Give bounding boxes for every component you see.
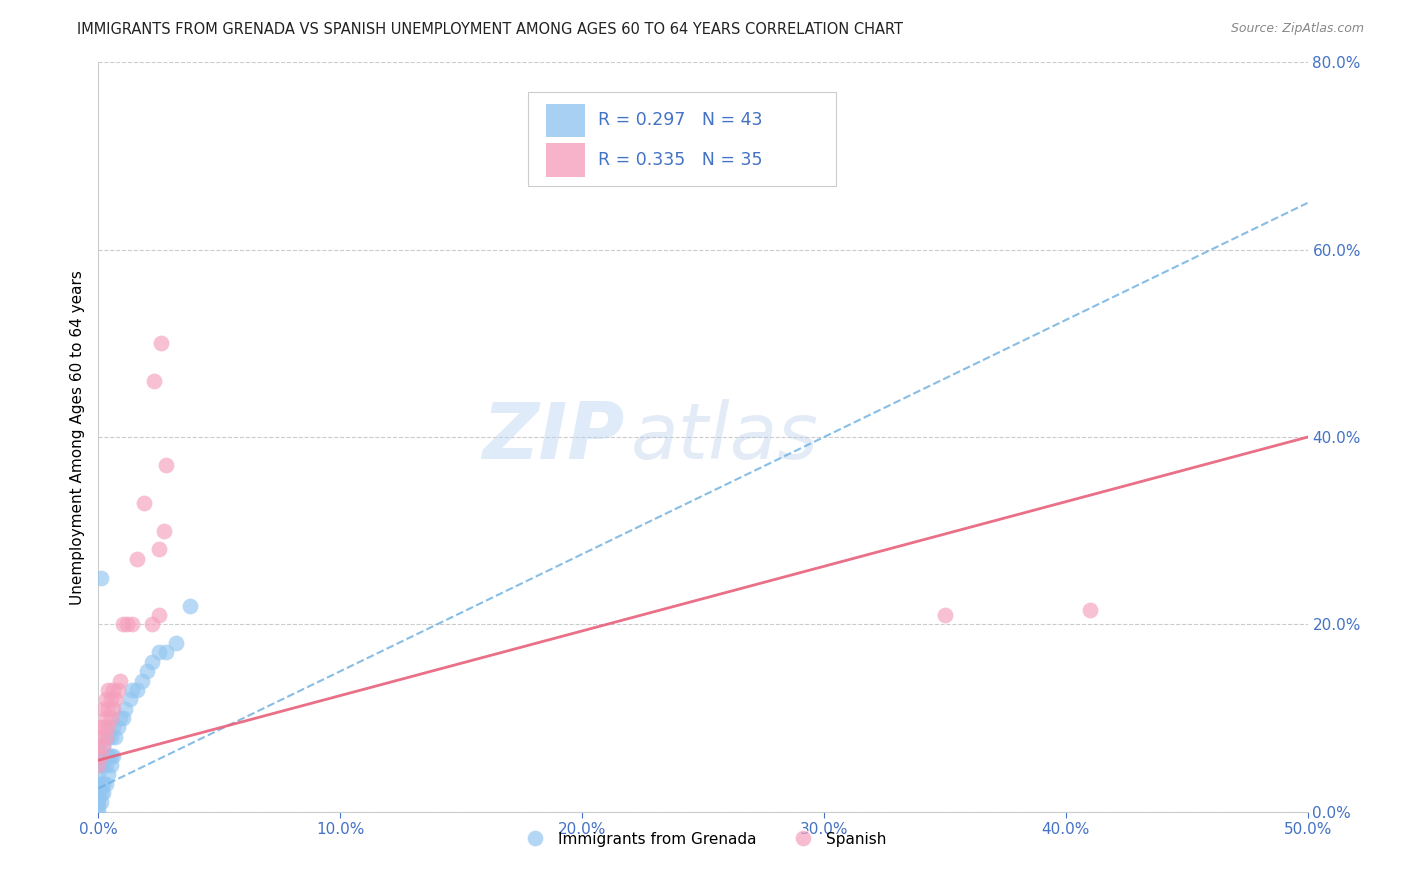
- Point: [94, 711, 117, 725]
- Point: [94, 776, 117, 791]
- Point: [91, 776, 114, 791]
- Point: [100, 748, 122, 763]
- Point: [1078, 603, 1101, 617]
- Text: R = 0.297   N = 43: R = 0.297 N = 43: [598, 112, 762, 129]
- Point: [100, 758, 122, 772]
- Point: [90, 730, 112, 744]
- Legend: Immigrants from Grenada, Spanish: Immigrants from Grenada, Spanish: [515, 826, 891, 853]
- Point: [155, 646, 177, 660]
- Point: [934, 608, 956, 623]
- Point: [104, 730, 127, 744]
- Point: [148, 542, 170, 557]
- Point: [90, 786, 112, 800]
- Point: [97, 721, 120, 735]
- Point: [91, 758, 114, 772]
- Point: [87, 790, 110, 805]
- Point: [100, 711, 122, 725]
- Point: [141, 617, 163, 632]
- Point: [97, 730, 120, 744]
- Point: [87, 758, 110, 772]
- Point: [179, 599, 201, 613]
- Point: [90, 571, 112, 585]
- Point: [87, 767, 110, 781]
- Point: [100, 730, 122, 744]
- Point: [97, 767, 120, 781]
- Point: [121, 683, 143, 698]
- Text: Source: ZipAtlas.com: Source: ZipAtlas.com: [1230, 22, 1364, 36]
- Point: [101, 701, 124, 715]
- Point: [135, 664, 157, 679]
- Point: [90, 796, 112, 810]
- Text: atlas: atlas: [630, 399, 818, 475]
- Point: [87, 805, 110, 819]
- Point: [91, 721, 114, 735]
- Point: [87, 786, 110, 800]
- Point: [165, 636, 187, 650]
- Point: [87, 800, 110, 814]
- Point: [101, 683, 124, 698]
- Point: [150, 336, 173, 351]
- Point: [131, 673, 153, 688]
- Point: [91, 701, 114, 715]
- Point: [111, 617, 134, 632]
- Bar: [546, 144, 585, 178]
- Point: [148, 646, 170, 660]
- Point: [97, 683, 120, 698]
- Point: [90, 748, 112, 763]
- Point: [107, 721, 129, 735]
- Point: [91, 739, 114, 753]
- Point: [117, 617, 139, 632]
- Point: [90, 758, 112, 772]
- Bar: [546, 103, 585, 137]
- Point: [90, 748, 112, 763]
- Point: [97, 748, 120, 763]
- Point: [152, 524, 174, 538]
- Point: [118, 692, 141, 706]
- Point: [107, 683, 129, 698]
- Point: [90, 776, 112, 791]
- Point: [155, 458, 177, 473]
- Point: [108, 711, 131, 725]
- Point: [114, 701, 136, 715]
- Point: [101, 748, 124, 763]
- Point: [127, 551, 149, 566]
- Point: [121, 617, 143, 632]
- Text: ZIP: ZIP: [482, 399, 624, 475]
- Point: [143, 374, 166, 388]
- Point: [94, 758, 117, 772]
- Point: [87, 776, 110, 791]
- Point: [91, 739, 114, 753]
- Point: [91, 786, 114, 800]
- Y-axis label: Unemployment Among Ages 60 to 64 years: Unemployment Among Ages 60 to 64 years: [69, 269, 84, 605]
- Text: IMMIGRANTS FROM GRENADA VS SPANISH UNEMPLOYMENT AMONG AGES 60 TO 64 YEARS CORREL: IMMIGRANTS FROM GRENADA VS SPANISH UNEMP…: [77, 22, 903, 37]
- Point: [104, 692, 127, 706]
- Point: [127, 683, 149, 698]
- Point: [100, 692, 122, 706]
- Point: [111, 711, 134, 725]
- Point: [108, 673, 131, 688]
- Point: [101, 721, 124, 735]
- Point: [94, 730, 117, 744]
- Point: [148, 608, 170, 623]
- Point: [94, 748, 117, 763]
- Point: [87, 796, 110, 810]
- Point: [134, 496, 156, 510]
- FancyBboxPatch shape: [527, 93, 837, 186]
- Text: R = 0.335   N = 35: R = 0.335 N = 35: [598, 151, 762, 169]
- Point: [141, 655, 163, 669]
- Point: [97, 701, 120, 715]
- Point: [90, 721, 112, 735]
- Point: [87, 739, 110, 753]
- Point: [94, 692, 117, 706]
